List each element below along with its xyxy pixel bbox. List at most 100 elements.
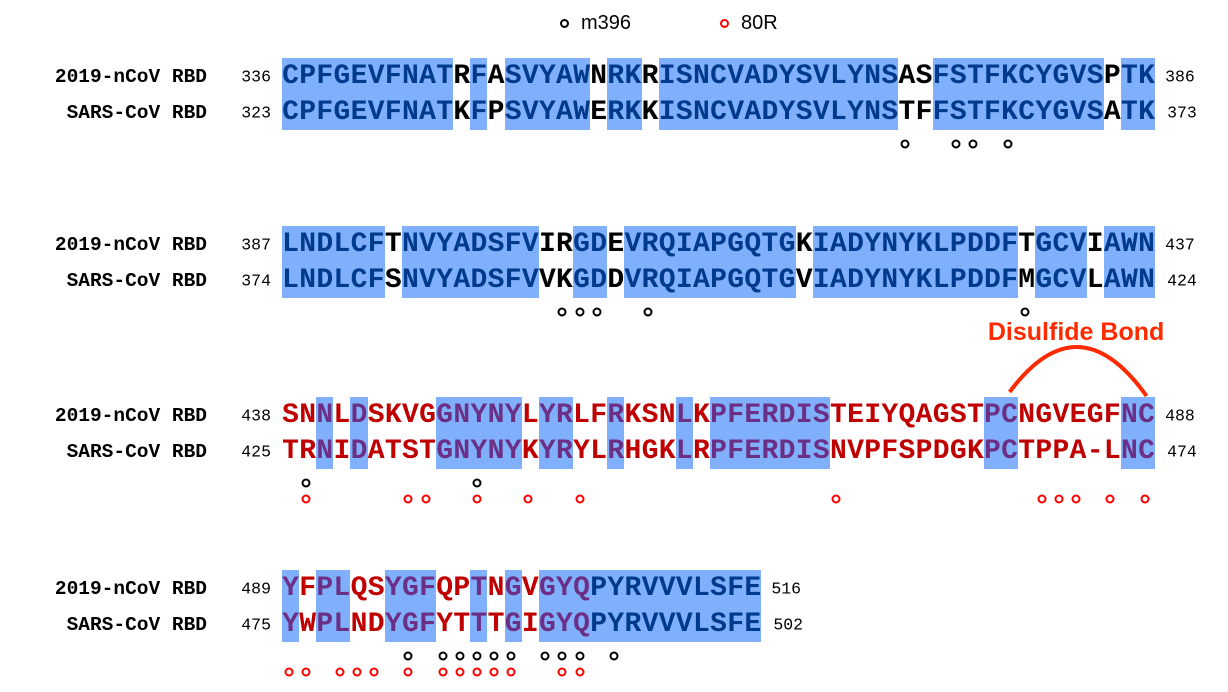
residue: L	[693, 609, 710, 640]
residue: T	[829, 400, 847, 431]
m396-contact-marker-icon	[557, 651, 567, 661]
start-position: 475	[241, 615, 271, 635]
ncov-label: 2019-nCoV RBD	[54, 234, 207, 256]
residue: T	[761, 265, 779, 296]
residue: S	[401, 436, 419, 467]
residue: S	[949, 61, 967, 92]
residue: Y	[556, 573, 573, 604]
residue: K	[641, 97, 659, 128]
residue: D	[590, 229, 608, 260]
identity-highlight	[932, 58, 1104, 130]
identity-highlight	[1120, 58, 1156, 130]
residue: P	[984, 436, 1001, 467]
r80-contact-marker-icon	[523, 494, 533, 504]
residue: N	[401, 229, 419, 260]
m396-contact-marker-icon	[557, 307, 567, 317]
residue: T	[470, 573, 488, 604]
residue: R	[641, 229, 659, 260]
residue: P	[590, 609, 608, 640]
residue: V	[727, 61, 745, 92]
residue: S	[949, 400, 967, 431]
residue: L	[333, 609, 351, 640]
residue: K	[915, 229, 933, 260]
residue: K	[453, 97, 471, 128]
residue: F	[384, 61, 402, 92]
residue: W	[299, 609, 317, 640]
residue: N	[658, 400, 676, 431]
residue: D	[778, 400, 796, 431]
residue: A	[556, 97, 573, 128]
residue: K	[624, 61, 642, 92]
identity-highlight	[538, 397, 574, 469]
residue: S	[812, 436, 830, 467]
residue: Y	[470, 400, 488, 431]
r80-contact-marker-icon	[421, 494, 431, 504]
identity-highlight	[316, 570, 351, 642]
residue: V	[367, 61, 385, 92]
residue: R	[641, 265, 659, 296]
residue: P	[487, 97, 505, 128]
residue: K	[1001, 61, 1018, 92]
r80-contact-marker-icon	[557, 667, 567, 677]
identity-highlight	[812, 226, 1019, 298]
residue: G	[333, 97, 351, 128]
residue: G	[1035, 265, 1053, 296]
residue: A	[1103, 229, 1121, 260]
residue: F	[1001, 229, 1018, 260]
r80-contact-marker-icon	[438, 667, 448, 677]
residue: G	[641, 436, 659, 467]
residue: T	[966, 400, 984, 431]
ncov-label: 2019-nCoV RBD	[54, 66, 207, 88]
residue: S	[504, 61, 522, 92]
residue: -	[1086, 436, 1104, 467]
residue: Y	[847, 61, 864, 92]
residue: S	[675, 61, 693, 92]
r80-contact-marker-icon	[489, 667, 499, 677]
residue: A	[829, 265, 847, 296]
residue: A	[419, 61, 436, 92]
residue: N	[401, 265, 419, 296]
m396-contact-marker-icon	[609, 651, 619, 661]
residue: Y	[470, 436, 488, 467]
start-position: 336	[241, 67, 271, 87]
residue: D	[350, 400, 368, 431]
residue: F	[590, 400, 608, 431]
m396-contact-marker-icon	[1020, 307, 1030, 317]
r80-contact-marker-icon	[472, 494, 482, 504]
residue: N	[401, 97, 419, 128]
residue: S	[1086, 61, 1104, 92]
residue: L	[573, 400, 590, 431]
residue: D	[984, 265, 1001, 296]
residue: F	[881, 436, 899, 467]
residue: V	[1069, 229, 1087, 260]
residue: V	[624, 229, 642, 260]
residue: V	[401, 400, 419, 431]
identity-highlight	[538, 570, 762, 642]
residue: V	[624, 265, 642, 296]
residue: V	[847, 436, 864, 467]
residue: N	[1138, 265, 1155, 296]
residue: V	[641, 573, 659, 604]
m396-marker-icon	[560, 19, 569, 28]
residue: K	[795, 229, 813, 260]
sars-cov-label: SARS-CoV RBD	[66, 270, 207, 292]
identity-highlight	[436, 397, 522, 469]
residue: F	[984, 61, 1001, 92]
r80-contact-marker-icon	[335, 667, 345, 677]
residue: I	[795, 400, 813, 431]
residue: S	[367, 573, 385, 604]
residue: V	[795, 265, 813, 296]
residue: C	[1138, 436, 1155, 467]
residue: A	[915, 400, 933, 431]
residue: Y	[847, 97, 864, 128]
start-position: 387	[241, 235, 271, 255]
residue: Y	[504, 436, 522, 467]
residue: P	[1035, 436, 1053, 467]
residue: E	[1069, 400, 1087, 431]
residue: F	[727, 400, 745, 431]
residue: P	[316, 573, 334, 604]
ncov-label: 2019-nCoV RBD	[54, 405, 207, 427]
residue: R	[761, 436, 779, 467]
identity-highlight	[675, 397, 693, 469]
residue: G	[401, 573, 419, 604]
